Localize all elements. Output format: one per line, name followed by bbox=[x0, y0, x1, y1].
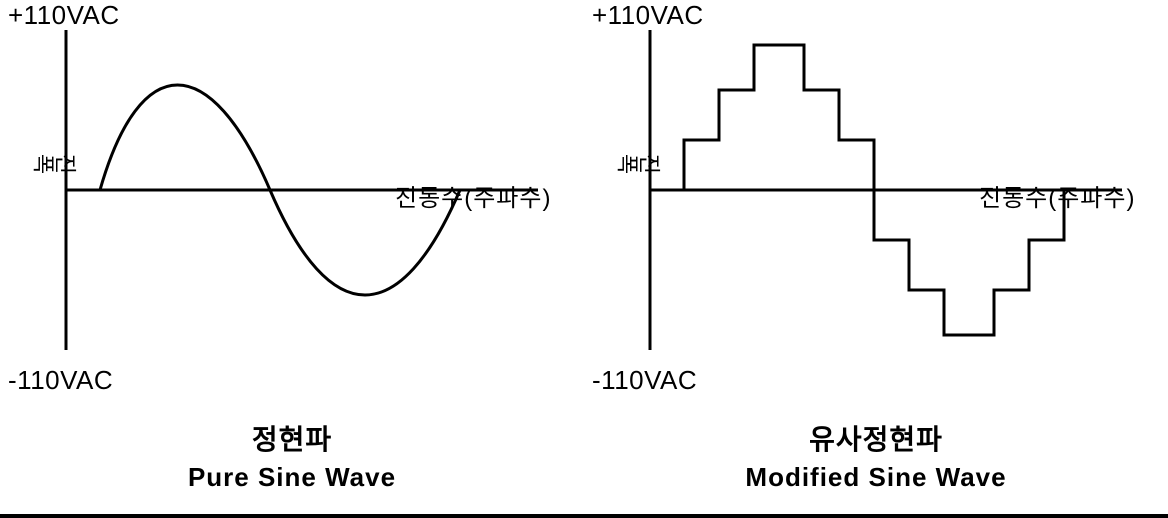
caption-kr-modified: 유사정현파 bbox=[584, 418, 1168, 458]
caption-en-pure: Pure Sine Wave bbox=[0, 462, 584, 493]
y-axis-label: 진 폭 bbox=[32, 150, 76, 174]
panel-pure-sine: +110VAC -110VAC 진동수(주파수) 진 폭 정현파 Pure Si… bbox=[0, 0, 584, 518]
x-axis-label: 진동수(주파수) bbox=[395, 178, 551, 213]
y-axis-label-char1: 진 bbox=[53, 151, 77, 173]
plot-modified-sine: 진동수(주파수) bbox=[644, 20, 1124, 360]
caption-en-modified: Modified Sine Wave bbox=[584, 462, 1168, 493]
y-axis-label-char2: 폭 bbox=[31, 151, 55, 173]
footer-line bbox=[0, 514, 1168, 518]
x-axis-label: 진동수(주파수) bbox=[979, 178, 1135, 213]
figure-canvas: +110VAC -110VAC 진동수(주파수) 진 폭 정현파 Pure Si… bbox=[0, 0, 1168, 518]
ytick-bottom-label: -110VAC bbox=[8, 365, 113, 396]
plot-pure-sine: 진동수(주파수) bbox=[60, 20, 540, 360]
panel-modified-sine: +110VAC -110VAC 진동수(주파수) 진 폭 유사정현파 Modif… bbox=[584, 0, 1168, 518]
ytick-bottom-label: -110VAC bbox=[592, 365, 697, 396]
y-axis-label-char1: 진 bbox=[637, 151, 661, 173]
y-axis-label: 진 폭 bbox=[616, 150, 660, 174]
y-axis-label-char2: 폭 bbox=[615, 151, 639, 173]
caption-kr-pure: 정현파 bbox=[0, 418, 584, 458]
